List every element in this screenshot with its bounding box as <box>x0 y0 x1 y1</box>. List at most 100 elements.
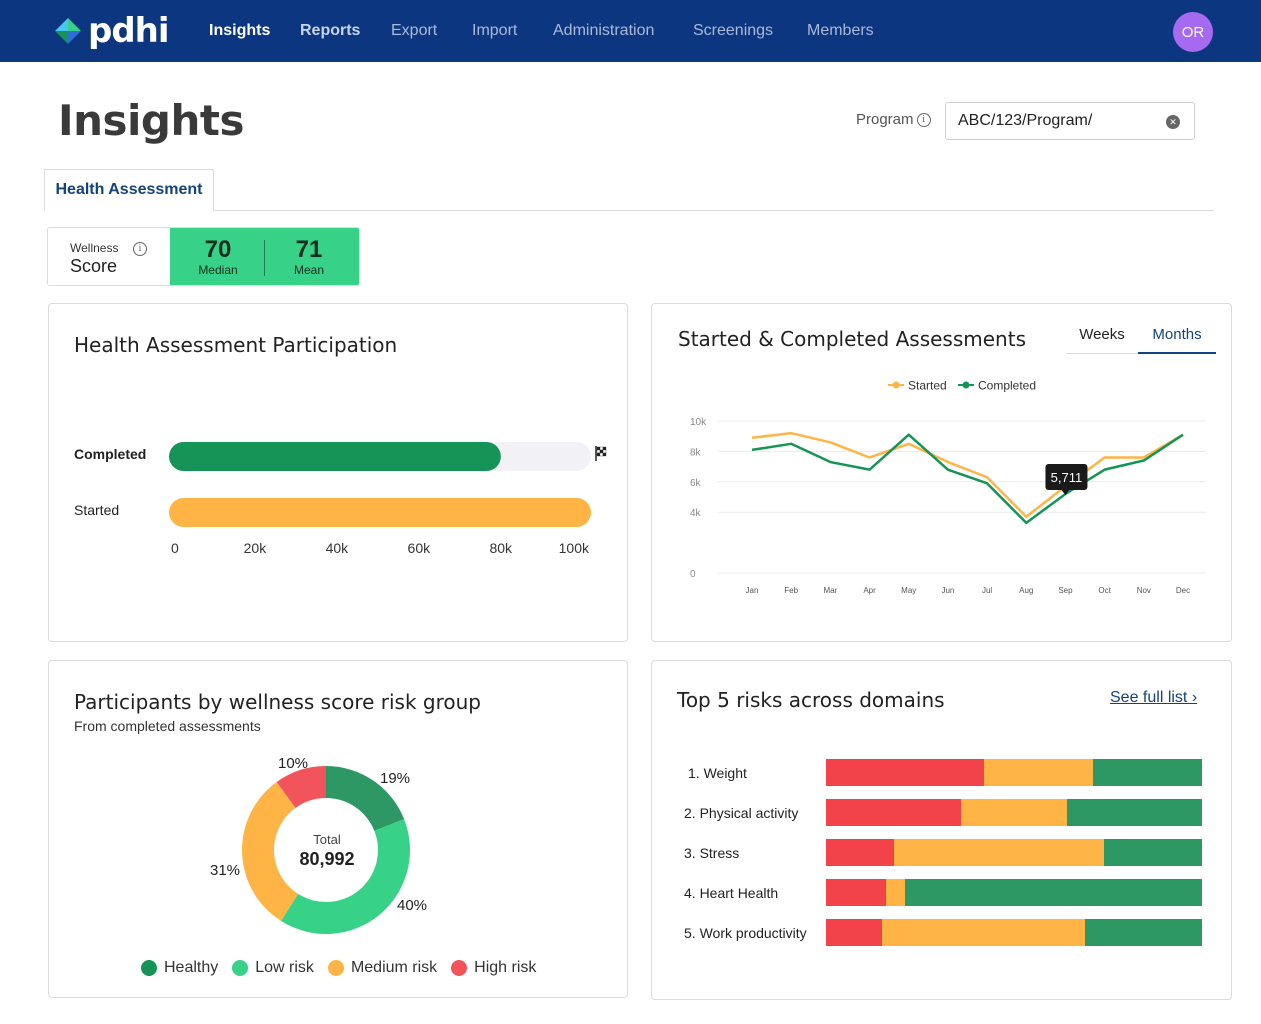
series-line-completed <box>751 433 1184 525</box>
donut-chart: 19% 40% 31% 10% Total 80,992 <box>210 755 427 934</box>
nav-insights[interactable]: Insights <box>209 22 271 39</box>
wellness-score-card: Wellness Score i 70 Median 71 Mean <box>47 227 360 286</box>
legend-dot-started <box>892 381 900 389</box>
risk-label: 5. Work productivity <box>684 925 807 941</box>
legend-label-completed: Completed <box>978 379 1036 393</box>
nav-reports[interactable]: Reports <box>300 22 361 39</box>
low-risk-dot-icon <box>232 960 249 976</box>
nav-members[interactable]: Members <box>807 22 874 39</box>
see-full-list-link[interactable]: See full list › <box>1110 689 1198 706</box>
toggle-months[interactable]: Months <box>1138 324 1216 354</box>
logo-mark-icon <box>55 18 81 44</box>
participation-chart: Completed Started 0 20k 40k 60k 80k 100k <box>74 442 607 556</box>
tab-health-assessment[interactable]: Health Assessment <box>44 169 214 211</box>
bar-label-completed: Completed <box>74 446 146 462</box>
tooltip-text: 5,711 <box>1051 470 1083 485</box>
legend-high-risk: High risk <box>451 959 536 977</box>
flag-check <box>602 449 607 454</box>
healthy-dot-icon <box>141 960 157 976</box>
wellness-score-label: Wellness Score <box>48 228 170 285</box>
risk-bar-segment <box>882 919 1086 946</box>
x-tick-label: Feb <box>784 586 798 595</box>
mean-label: Mean <box>293 263 325 277</box>
top-nav: pdhi Insights Reports Export Import Admi… <box>0 0 1261 62</box>
started-completed-card: Started & Completed Assessments Weeks Mo… <box>651 303 1232 642</box>
pdhi-logo[interactable]: pdhi <box>52 12 172 50</box>
median-value: 70 <box>204 236 232 263</box>
program-input[interactable]: ABC/123/Program/ ✕ <box>945 102 1195 140</box>
info-icon[interactable]: i <box>916 112 931 127</box>
legend-dot-completed <box>962 381 970 389</box>
wellness-score-values: 70 Median 71 Mean <box>170 228 359 285</box>
flag-check <box>599 449 604 454</box>
clear-icon[interactable]: ✕ <box>1166 115 1180 129</box>
risk-bar-segment <box>826 799 962 826</box>
risk-bar <box>826 879 1202 906</box>
y-tick-label: 8k <box>690 447 702 458</box>
program-label: Program i <box>856 111 931 128</box>
risk-label: 3. Stress <box>684 845 740 861</box>
x-tick-label: Jan <box>746 586 759 595</box>
flag-check <box>599 446 604 451</box>
x-tick-label: 0 <box>171 540 179 556</box>
medium-risk-dot-icon <box>327 960 344 976</box>
x-tick-label: 100k <box>559 540 590 556</box>
risk-group-subtitle: From completed assessments <box>74 718 261 734</box>
logo-text: pdhi <box>88 11 170 51</box>
risk-group-card: Participants by wellness score risk grou… <box>48 660 628 998</box>
started-completed-title: Started & Completed Assessments <box>678 327 1026 351</box>
mean-value: 71 <box>295 236 323 263</box>
participation-card: Health Assessment Participation Complete… <box>48 303 628 642</box>
user-avatar[interactable]: OR <box>1173 12 1213 52</box>
nav-administration[interactable]: Administration <box>553 22 655 39</box>
legend-label-started: Started <box>908 379 947 393</box>
nav-screenings[interactable]: Screenings <box>693 22 774 39</box>
x-tick-label: 80k <box>489 540 513 556</box>
toggle-weeks[interactable]: Weeks <box>1066 324 1138 354</box>
risk-label: 1. Weight <box>688 765 747 781</box>
y-tick-label: 6k <box>690 478 702 489</box>
y-tick-label: 10k <box>690 417 707 428</box>
x-tick-label: Mar <box>823 586 837 595</box>
line-legend: Started Completed <box>888 379 1036 393</box>
x-tick-label: Aug <box>1019 586 1033 595</box>
top-risks-card: Top 5 risks across domains See full list… <box>651 660 1232 1000</box>
slice-label: 10% <box>278 755 308 772</box>
legend-medium-risk-label: Medium risk <box>350 959 438 976</box>
tooltip-box <box>1045 464 1088 490</box>
bar-label-started: Started <box>74 502 119 518</box>
x-tick-label: Dec <box>1176 586 1190 595</box>
score-divider <box>264 240 265 276</box>
x-tick-label: Jul <box>982 586 992 595</box>
flag-check <box>596 446 601 451</box>
x-tick-label: Jun <box>941 586 954 595</box>
median-label: Median <box>198 263 238 277</box>
risk-bar-segment <box>886 879 905 906</box>
risk-bar-segment <box>826 919 883 946</box>
wellness-info-icon[interactable]: i <box>133 242 147 256</box>
risk-bar-segment <box>983 759 1093 786</box>
risk-label: 2. Physical activity <box>684 805 799 821</box>
x-tick-label: 60k <box>408 540 432 556</box>
nav-import[interactable]: Import <box>472 22 518 39</box>
risk-bar-segment <box>904 879 1202 906</box>
donut-slice-high-risk <box>276 766 326 808</box>
legend-low-risk: Low risk <box>232 959 314 977</box>
donut-slice-low-risk <box>280 819 410 934</box>
risk-bar <box>826 759 1202 786</box>
flag-check <box>602 446 607 451</box>
participation-title: Health Assessment Participation <box>74 333 398 357</box>
x-tick-label: Nov <box>1137 586 1151 595</box>
legend-healthy: Healthy <box>141 959 218 977</box>
nav-export[interactable]: Export <box>391 22 438 39</box>
wellness-label-big: Score <box>70 256 118 276</box>
y-tick-label: 0 <box>690 569 696 580</box>
risk-label: 4. Heart Health <box>684 885 779 901</box>
mean-block: 71 Mean <box>269 236 349 278</box>
slice-label: 31% <box>210 862 240 879</box>
median-block: 70 Median <box>178 236 258 278</box>
top-risks-title: Top 5 risks across domains <box>677 688 945 712</box>
risk-bar-segment <box>1085 919 1202 946</box>
risk-bar-segment <box>893 839 1105 866</box>
program-input-value: ABC/123/Program/ <box>958 112 1093 129</box>
